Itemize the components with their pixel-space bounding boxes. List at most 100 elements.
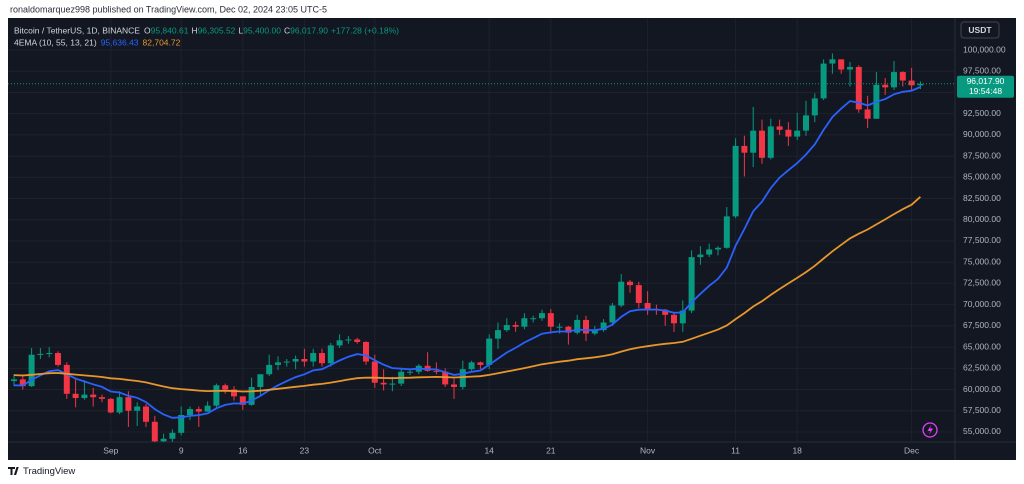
- candle-body: [697, 254, 704, 258]
- logo-mark: [8, 467, 19, 475]
- price-label: 96,017.90: [967, 76, 1005, 86]
- candle-body: [160, 438, 167, 442]
- candle-body: [319, 353, 325, 364]
- candle-body: [759, 130, 765, 158]
- brand: TradingView: [23, 466, 75, 477]
- candle-body: [591, 330, 598, 334]
- candle-body: [266, 364, 273, 375]
- candle-body: [917, 83, 924, 86]
- plot: [8, 53, 955, 442]
- candle-body: [899, 72, 906, 81]
- y-tick-label: 57,500.00: [963, 405, 1001, 415]
- y-tick-label: 75,000.00: [963, 256, 1001, 266]
- candle-body: [741, 145, 748, 153]
- ohlc-value: 96,017.90: [290, 25, 328, 35]
- x-tick-label: Sep: [103, 445, 118, 455]
- candle-body: [363, 342, 369, 362]
- ema-line: [13, 196, 922, 393]
- candle-body: [503, 325, 510, 331]
- ohlc-value: 95,400.00: [243, 25, 281, 35]
- candle-body: [354, 339, 361, 343]
- candle-body: [371, 361, 378, 383]
- candle-body: [635, 285, 642, 303]
- candle-body: [222, 385, 229, 390]
- candle-body: [521, 318, 528, 327]
- candle-body: [750, 130, 757, 153]
- y-tick-label: 100,000.00: [963, 44, 1006, 54]
- candle-body: [99, 397, 105, 399]
- countdown: 19:54:48: [969, 86, 1002, 96]
- candle-body: [248, 386, 255, 405]
- candle-body: [785, 129, 792, 137]
- axes: 55,000.00 57,500.00 60,000.00 62,500.00 65,0…: [103, 44, 1014, 455]
- candle-body: [794, 130, 801, 137]
- candle-body: [11, 379, 17, 382]
- alert-ring: [922, 422, 938, 438]
- ohlc-key: H: [191, 25, 197, 35]
- candle-body: [662, 309, 669, 315]
- x-tick-label: 16: [238, 445, 248, 455]
- y-tick-label: 92,500.00: [963, 108, 1001, 118]
- change: +177.28 (+0.18%): [331, 25, 399, 35]
- candle-body: [380, 382, 387, 385]
- candle-body: [213, 385, 220, 406]
- candle-body: [28, 354, 35, 387]
- y-tick-label: 70,000.00: [963, 299, 1001, 309]
- y-tick-label: 62,500.00: [963, 363, 1001, 373]
- candle-body: [847, 66, 853, 70]
- candle-body: [495, 330, 501, 339]
- candle-body: [134, 406, 141, 411]
- ohlc-key: C: [284, 25, 290, 35]
- candle-body: [257, 374, 264, 387]
- candle-body: [688, 257, 695, 311]
- indicator: 4EMA (10, 55, 13, 21): [14, 37, 97, 47]
- candle-body: [671, 314, 677, 324]
- currency-box[interactable]: [960, 21, 1000, 39]
- candle-body: [855, 66, 862, 110]
- x-tick-label: 14: [484, 445, 494, 455]
- brand-logo: TradingView: [8, 466, 75, 477]
- y-tick-label: 97,500.00: [963, 65, 1001, 75]
- y-tick-label: 67,500.00: [963, 320, 1001, 330]
- candle-body: [407, 371, 413, 373]
- candle-body: [292, 358, 299, 362]
- ohlc-key: O: [144, 25, 151, 35]
- y-tick-label: 85,000.00: [963, 172, 1001, 182]
- candle-body: [433, 370, 440, 372]
- candle-body: [723, 216, 730, 248]
- candle-body: [116, 397, 123, 413]
- candle-body: [565, 326, 572, 333]
- y-tick-label: 77,500.00: [963, 235, 1001, 245]
- candle-body: [882, 84, 889, 88]
- candle-body: [301, 358, 308, 362]
- y-tick-label: 60,000.00: [963, 384, 1001, 394]
- candle-body: [125, 397, 132, 411]
- candle-body: [283, 361, 290, 363]
- candle-body: [908, 80, 915, 86]
- candle-body: [327, 345, 334, 364]
- candle-body: [451, 384, 457, 387]
- candle-body: [90, 394, 97, 398]
- candle-body: [732, 145, 739, 217]
- candle-body: [231, 389, 237, 397]
- candle-body: [609, 305, 616, 323]
- legend: Bitcoin / TetherUS, 1D, BINANCE O 95,840.6…: [14, 25, 399, 47]
- candle-body: [459, 369, 466, 387]
- y-tick-label: 82,500.00: [963, 193, 1001, 203]
- candle-body: [204, 405, 211, 412]
- candle-body: [644, 302, 651, 309]
- candle-body: [151, 421, 158, 442]
- candle-body: [63, 364, 70, 394]
- candle-body: [275, 362, 281, 365]
- candle-body: [767, 126, 774, 158]
- candle-body: [706, 249, 713, 255]
- y-tick-label: 55,000.00: [963, 426, 1001, 436]
- candle-body: [583, 319, 589, 334]
- indicator-value: 95,636.43: [101, 37, 139, 47]
- alert-icon[interactable]: [922, 422, 938, 438]
- candle-body: [442, 371, 449, 385]
- x-tick-label: 11: [731, 445, 740, 455]
- candle-body: [838, 59, 845, 70]
- symbol: Bitcoin / TetherUS, 1D, BINANCE: [14, 25, 140, 35]
